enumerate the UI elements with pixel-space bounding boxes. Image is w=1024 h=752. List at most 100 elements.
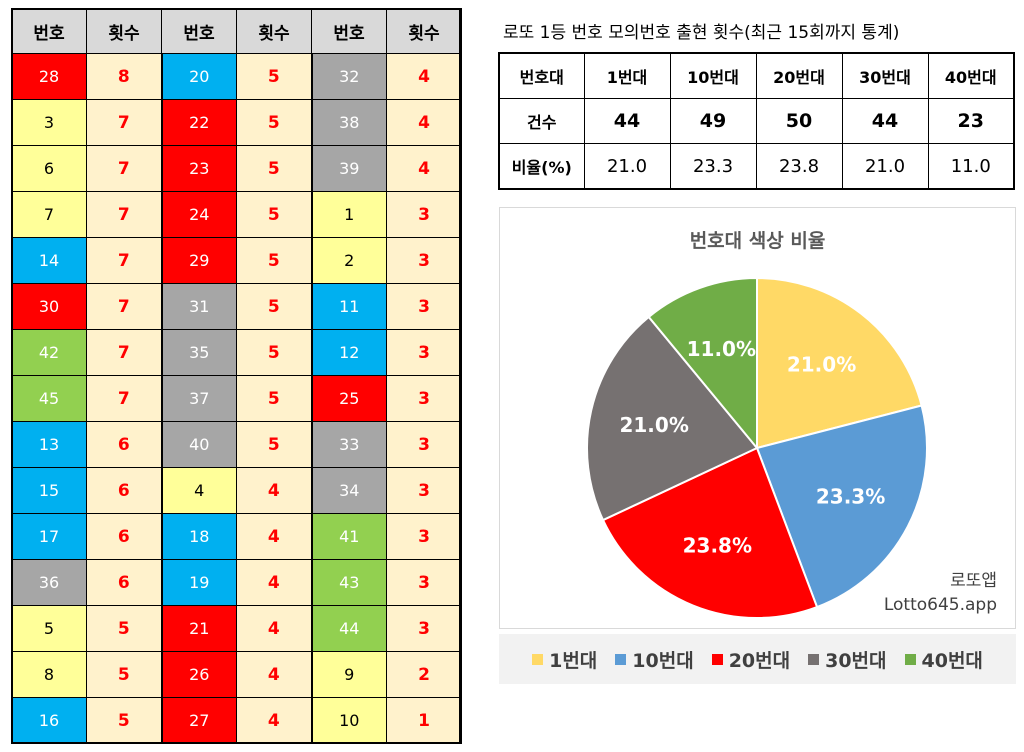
band-count-cell: 44 xyxy=(841,98,929,144)
band-header-label: 번호대 xyxy=(498,52,585,99)
lotto-number-cell: 27 xyxy=(161,697,237,744)
appearance-count-cell: 7 xyxy=(86,283,163,330)
appearance-count-cell: 4 xyxy=(236,697,313,744)
pie-slice-20-band xyxy=(601,446,819,619)
lotto-number-cell: 40 xyxy=(161,421,237,468)
table-row: 6 7 23 5 39 4 xyxy=(11,145,462,192)
watermark-name: 로또앱 xyxy=(950,571,997,591)
lotto-number-cell: 35 xyxy=(161,329,237,376)
table-row: 30 7 31 5 11 3 xyxy=(11,283,462,330)
table-row: 14 7 29 5 2 3 xyxy=(11,237,462,284)
lotto-number-cell: 11 xyxy=(311,283,387,330)
appearance-count-cell: 7 xyxy=(86,191,163,238)
lotto-number-cell: 16 xyxy=(11,697,87,744)
appearance-count-cell: 3 xyxy=(386,513,462,560)
pie-slice-label: 23.3% xyxy=(816,485,885,509)
lotto-number-cell: 1 xyxy=(311,191,387,238)
lotto-number-cell: 12 xyxy=(311,329,387,376)
appearance-count-cell: 2 xyxy=(386,651,462,698)
appearance-count-cell: 5 xyxy=(236,237,313,284)
pie-slice-30-band xyxy=(586,315,759,522)
lotto-number-cell: 36 xyxy=(11,559,87,606)
lotto-number-cell: 22 xyxy=(161,99,237,146)
lotto-number-cell: 37 xyxy=(161,375,237,422)
table-row: 15 6 4 4 34 3 xyxy=(11,467,462,514)
legend-item: 20번대 xyxy=(711,646,790,673)
appearance-count-cell: 5 xyxy=(86,651,163,698)
lotto-number-cell: 30 xyxy=(11,283,87,330)
table-row: 3 7 22 5 38 4 xyxy=(11,99,462,146)
lotto-number-cell: 26 xyxy=(161,651,237,698)
appearance-count-cell: 3 xyxy=(386,605,462,652)
chart-title: 번호대 색상 비율 xyxy=(689,230,826,252)
appearance-count-cell: 3 xyxy=(386,329,462,376)
band-header-cell: 10번대 xyxy=(669,52,757,99)
appearance-count-cell: 3 xyxy=(386,421,462,468)
appearance-count-cell: 7 xyxy=(86,375,163,422)
stats-title: 로또 1등 번호 모의번호 출현 횟수(최근 15회까지 통계) xyxy=(503,23,900,43)
lotto-number-cell: 38 xyxy=(311,99,387,146)
table-row: 7 7 24 5 1 3 xyxy=(11,191,462,238)
appearance-count-cell: 5 xyxy=(236,283,313,330)
pie-chart: 21.0% 23.3% 23.8% 21.0% 11.0% xyxy=(586,276,928,619)
legend-swatch xyxy=(711,653,723,665)
lotto-number-cell: 25 xyxy=(311,375,387,422)
pie-slice-label: 11.0% xyxy=(687,337,756,361)
appearance-count-cell: 7 xyxy=(86,237,163,284)
band-count-cell: 44 xyxy=(583,98,671,144)
legend-label: 10번대 xyxy=(632,649,694,672)
appearance-count-cell: 4 xyxy=(386,145,462,192)
appearance-count-cell: 4 xyxy=(236,651,313,698)
pie-slice-1-band xyxy=(756,276,923,450)
column-header-number: 번호 xyxy=(11,8,87,54)
band-rate-cell: 11.0 xyxy=(927,143,1015,190)
lotto-number-cell: 21 xyxy=(161,605,237,652)
table-row: 13 6 40 5 33 3 xyxy=(11,421,462,468)
legend-label: 1번대 xyxy=(549,649,598,672)
chart-legend: 1번대 10번대 20번대 30번대 40번대 xyxy=(499,634,1016,684)
table-row: 36 6 19 4 43 3 xyxy=(11,559,462,606)
appearance-count-cell: 5 xyxy=(236,99,313,146)
pie-slice-label: 23.8% xyxy=(683,534,752,558)
lotto-number-cell: 5 xyxy=(11,605,87,652)
lotto-number-cell: 2 xyxy=(311,237,387,284)
legend-item: 10번대 xyxy=(615,646,694,673)
band-header-cell: 30번대 xyxy=(841,52,929,99)
appearance-count-cell: 5 xyxy=(236,53,313,100)
lotto-number-cell: 19 xyxy=(161,559,237,606)
watermark-url: Lotto645.app xyxy=(883,595,997,615)
lotto-number-cell: 8 xyxy=(11,651,87,698)
legend-swatch xyxy=(808,653,820,665)
band-header-cell: 20번대 xyxy=(755,52,843,99)
band-header-cell: 1번대 xyxy=(583,52,671,99)
band-count-row: 건수 44 49 50 44 23 xyxy=(498,98,1015,144)
band-rate-cell: 23.3 xyxy=(669,143,757,190)
band-header-cell: 40번대 xyxy=(927,52,1015,99)
legend-label: 30번대 xyxy=(825,649,887,672)
lotto-number-cell: 4 xyxy=(161,467,237,514)
lotto-number-cell: 10 xyxy=(311,697,387,744)
lotto-number-cell: 17 xyxy=(11,513,87,560)
appearance-count-cell: 4 xyxy=(386,99,462,146)
pie-slice-40-band xyxy=(647,276,758,451)
lotto-number-cell: 31 xyxy=(161,283,237,330)
frequency-table-header-row: 번호 횟수 번호 횟수 번호 횟수 xyxy=(11,8,462,54)
band-rate-cell: 21.0 xyxy=(841,143,929,190)
table-row: 42 7 35 5 12 3 xyxy=(11,329,462,376)
band-rate-cell: 23.8 xyxy=(755,143,843,190)
lotto-number-cell: 39 xyxy=(311,145,387,192)
appearance-count-cell: 3 xyxy=(386,467,462,514)
appearance-count-cell: 3 xyxy=(386,191,462,238)
appearance-count-cell: 8 xyxy=(86,53,163,100)
appearance-count-cell: 7 xyxy=(86,145,163,192)
appearance-count-cell: 3 xyxy=(386,237,462,284)
appearance-count-cell: 4 xyxy=(386,53,462,100)
table-row: 17 6 18 4 41 3 xyxy=(11,513,462,560)
appearance-count-cell: 4 xyxy=(236,559,313,606)
lotto-number-cell: 29 xyxy=(161,237,237,284)
lotto-number-cell: 18 xyxy=(161,513,237,560)
legend-swatch xyxy=(615,653,627,665)
count-row-label: 건수 xyxy=(498,98,585,144)
appearance-count-cell: 4 xyxy=(236,605,313,652)
lotto-number-cell: 34 xyxy=(311,467,387,514)
